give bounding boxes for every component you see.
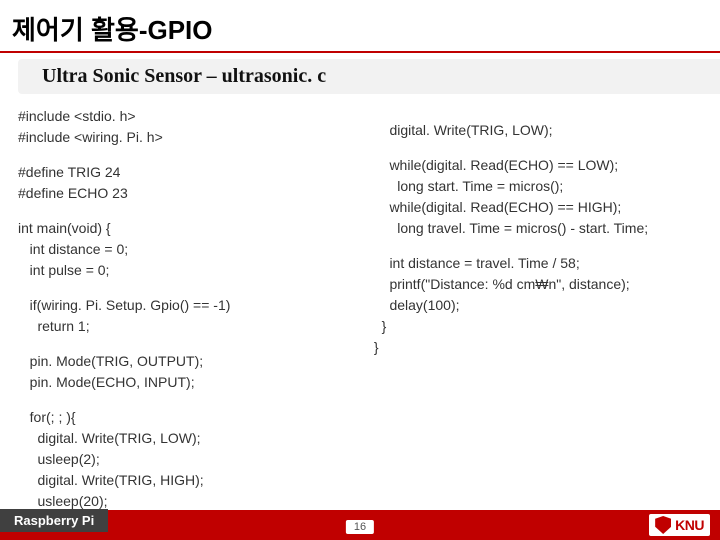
code-line: #include <stdio. h> xyxy=(18,106,360,127)
code-line: printf("Distance: %d cm₩n", distance); xyxy=(370,274,702,295)
logo: KNU xyxy=(649,514,710,536)
footer-label: Raspberry Pi xyxy=(0,509,108,532)
code-line: digital. Write(TRIG, HIGH); xyxy=(18,470,360,491)
code-column-right: digital. Write(TRIG, LOW); while(digital… xyxy=(360,106,702,512)
code-line: long start. Time = micros(); xyxy=(370,176,702,197)
code-line: int distance = travel. Time / 58; xyxy=(370,253,702,274)
code-line: int pulse = 0; xyxy=(18,260,360,281)
code-line: pin. Mode(ECHO, INPUT); xyxy=(18,372,360,393)
code-content: #include <stdio. h> #include <wiring. Pi… xyxy=(0,94,720,512)
code-line: if(wiring. Pi. Setup. Gpio() == -1) xyxy=(18,295,360,316)
code-line: digital. Write(TRIG, LOW); xyxy=(370,120,702,141)
code-line: } xyxy=(370,337,702,358)
code-blank xyxy=(370,239,702,253)
code-column-left: #include <stdio. h> #include <wiring. Pi… xyxy=(18,106,360,512)
code-blank xyxy=(18,204,360,218)
code-blank xyxy=(18,148,360,162)
page-number: 16 xyxy=(346,520,374,534)
code-blank xyxy=(18,281,360,295)
title-underline xyxy=(0,51,720,53)
page-title: 제어기 활용-GPIO xyxy=(0,0,720,51)
code-blank xyxy=(370,106,702,120)
code-blank xyxy=(18,393,360,407)
code-line: #include <wiring. Pi. h> xyxy=(18,127,360,148)
code-line: #define TRIG 24 xyxy=(18,162,360,183)
code-blank xyxy=(370,141,702,155)
code-line: } xyxy=(370,316,702,337)
code-line: pin. Mode(TRIG, OUTPUT); xyxy=(18,351,360,372)
shield-icon xyxy=(655,516,671,534)
subtitle: Ultra Sonic Sensor – ultrasonic. c xyxy=(42,65,720,88)
code-line: int distance = 0; xyxy=(18,239,360,260)
code-line: while(digital. Read(ECHO) == HIGH); xyxy=(370,197,702,218)
code-line: long travel. Time = micros() - start. Ti… xyxy=(370,218,702,239)
code-line: delay(100); xyxy=(370,295,702,316)
code-line: while(digital. Read(ECHO) == LOW); xyxy=(370,155,702,176)
code-line: int main(void) { xyxy=(18,218,360,239)
code-line: digital. Write(TRIG, LOW); xyxy=(18,428,360,449)
logo-text: KNU xyxy=(675,517,704,533)
code-line: for(; ; ){ xyxy=(18,407,360,428)
subtitle-container: Ultra Sonic Sensor – ultrasonic. c xyxy=(18,59,720,94)
code-line: #define ECHO 23 xyxy=(18,183,360,204)
code-line: return 1; xyxy=(18,316,360,337)
code-line: usleep(2); xyxy=(18,449,360,470)
code-blank xyxy=(18,337,360,351)
